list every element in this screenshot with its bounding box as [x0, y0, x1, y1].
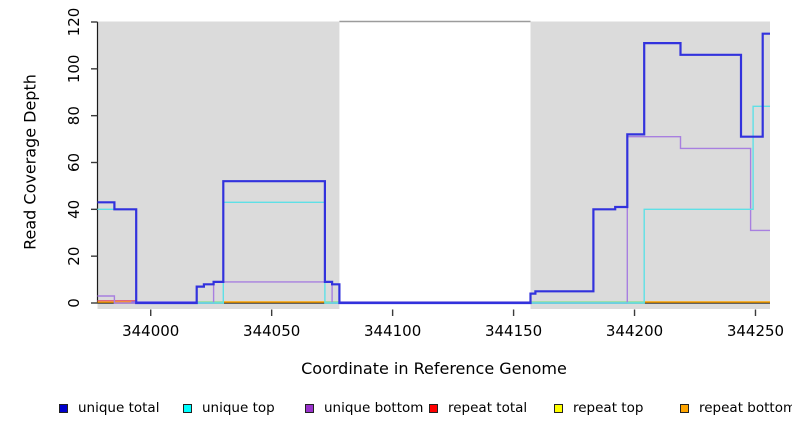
y-axis-label: Read Coverage Depth [20, 74, 40, 250]
y-tick-label: 120 [65, 8, 83, 37]
x-tick-label: 344050 [243, 322, 300, 340]
x-tick-label: 344200 [606, 322, 663, 340]
series-line-unique-total [97, 32, 770, 305]
y-tick-label: 20 [65, 247, 83, 266]
y-tick-label: 100 [65, 55, 83, 84]
x-axis-label: Coordinate in Reference Genome [301, 359, 567, 378]
shaded-region [97, 21, 340, 309]
x-tick-label: 344100 [364, 322, 421, 340]
shaded-region [530, 21, 770, 309]
y-tick-label: 80 [65, 106, 83, 125]
x-tick-label: 344000 [122, 322, 179, 340]
y-tick-label: 0 [65, 298, 83, 308]
y-tick-label: 40 [65, 200, 83, 219]
x-tick-label: 344150 [485, 322, 542, 340]
y-tick-label: 60 [65, 153, 83, 172]
x-tick-label: 344250 [727, 322, 784, 340]
